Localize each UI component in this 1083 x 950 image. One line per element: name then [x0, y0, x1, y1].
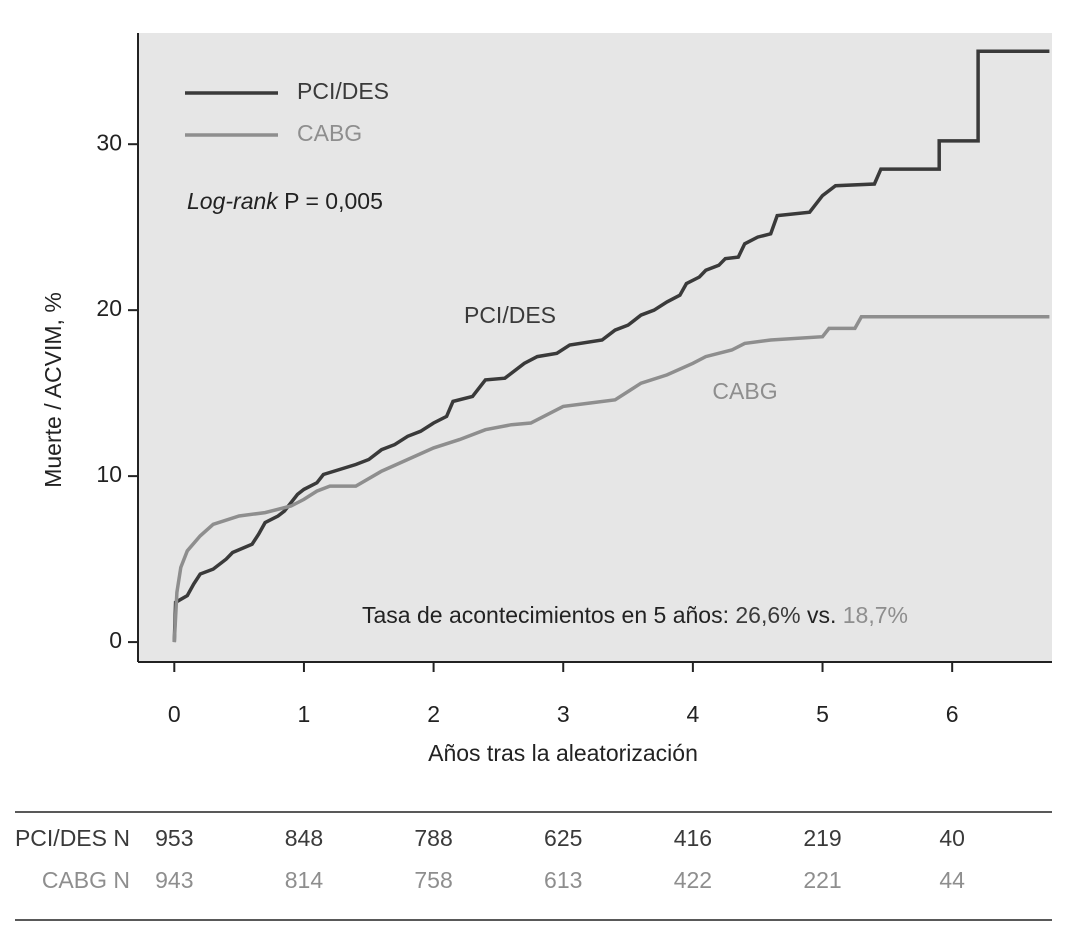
- x-tick-label: 0: [168, 701, 181, 727]
- at-risk-value: 953: [155, 825, 193, 851]
- x-tick-label: 3: [557, 701, 570, 727]
- at-risk-value: 625: [544, 825, 582, 851]
- at-risk-value: 416: [674, 825, 712, 851]
- at-risk-value: 221: [803, 867, 841, 893]
- y-tick-label: 30: [96, 129, 122, 155]
- at-risk-value: 219: [803, 825, 841, 851]
- rate-cabg: 18,7%: [843, 602, 908, 628]
- series-label: CABG: [712, 378, 777, 404]
- logrank-annotation: Log-rank P = 0,005: [187, 188, 383, 214]
- y-tick-label: 10: [96, 461, 122, 487]
- x-tick-label: 2: [427, 701, 440, 727]
- legend-label: CABG: [297, 120, 362, 146]
- at-risk-value: 422: [674, 867, 712, 893]
- series-line: [172, 49, 1050, 643]
- x-tick-label: 5: [816, 701, 829, 727]
- at-risk-value: 848: [285, 825, 323, 851]
- y-axis-label: Muerte / ACVIM, %: [40, 292, 66, 488]
- logrank-italic: Log-rank: [187, 188, 279, 214]
- at-risk-value: 613: [544, 867, 582, 893]
- series-label: PCI/DES: [464, 302, 556, 328]
- y-tick-label: 20: [96, 295, 122, 321]
- logrank-p: P = 0,005: [284, 188, 383, 214]
- at-risk-value: 788: [414, 825, 452, 851]
- at-risk-value: 44: [939, 867, 965, 893]
- rate-vs: vs.: [807, 602, 836, 628]
- x-tick-label: 4: [686, 701, 699, 727]
- y-tick-label: 0: [109, 627, 122, 653]
- at-risk-label: CABG N: [42, 867, 130, 893]
- at-risk-label: PCI/DES N: [15, 825, 130, 851]
- x-tick-label: 6: [946, 701, 959, 727]
- at-risk-value: 40: [939, 825, 965, 851]
- at-risk-value: 758: [414, 867, 452, 893]
- rate-text: Tasa de acontecimientos en 5 años:: [362, 602, 729, 628]
- at-risk-value: 943: [155, 867, 193, 893]
- x-axis-label: Años tras la aleatorización: [428, 740, 698, 766]
- at-risk-value: 814: [285, 867, 324, 893]
- x-tick-label: 1: [298, 701, 311, 727]
- legend-label: PCI/DES: [297, 78, 389, 104]
- series-line: [172, 315, 1050, 643]
- rate-annotation: Tasa de acontecimientos en 5 años: 26,6%…: [362, 602, 908, 628]
- plot-background: [138, 33, 1052, 662]
- rate-pci: 26,6%: [735, 602, 800, 628]
